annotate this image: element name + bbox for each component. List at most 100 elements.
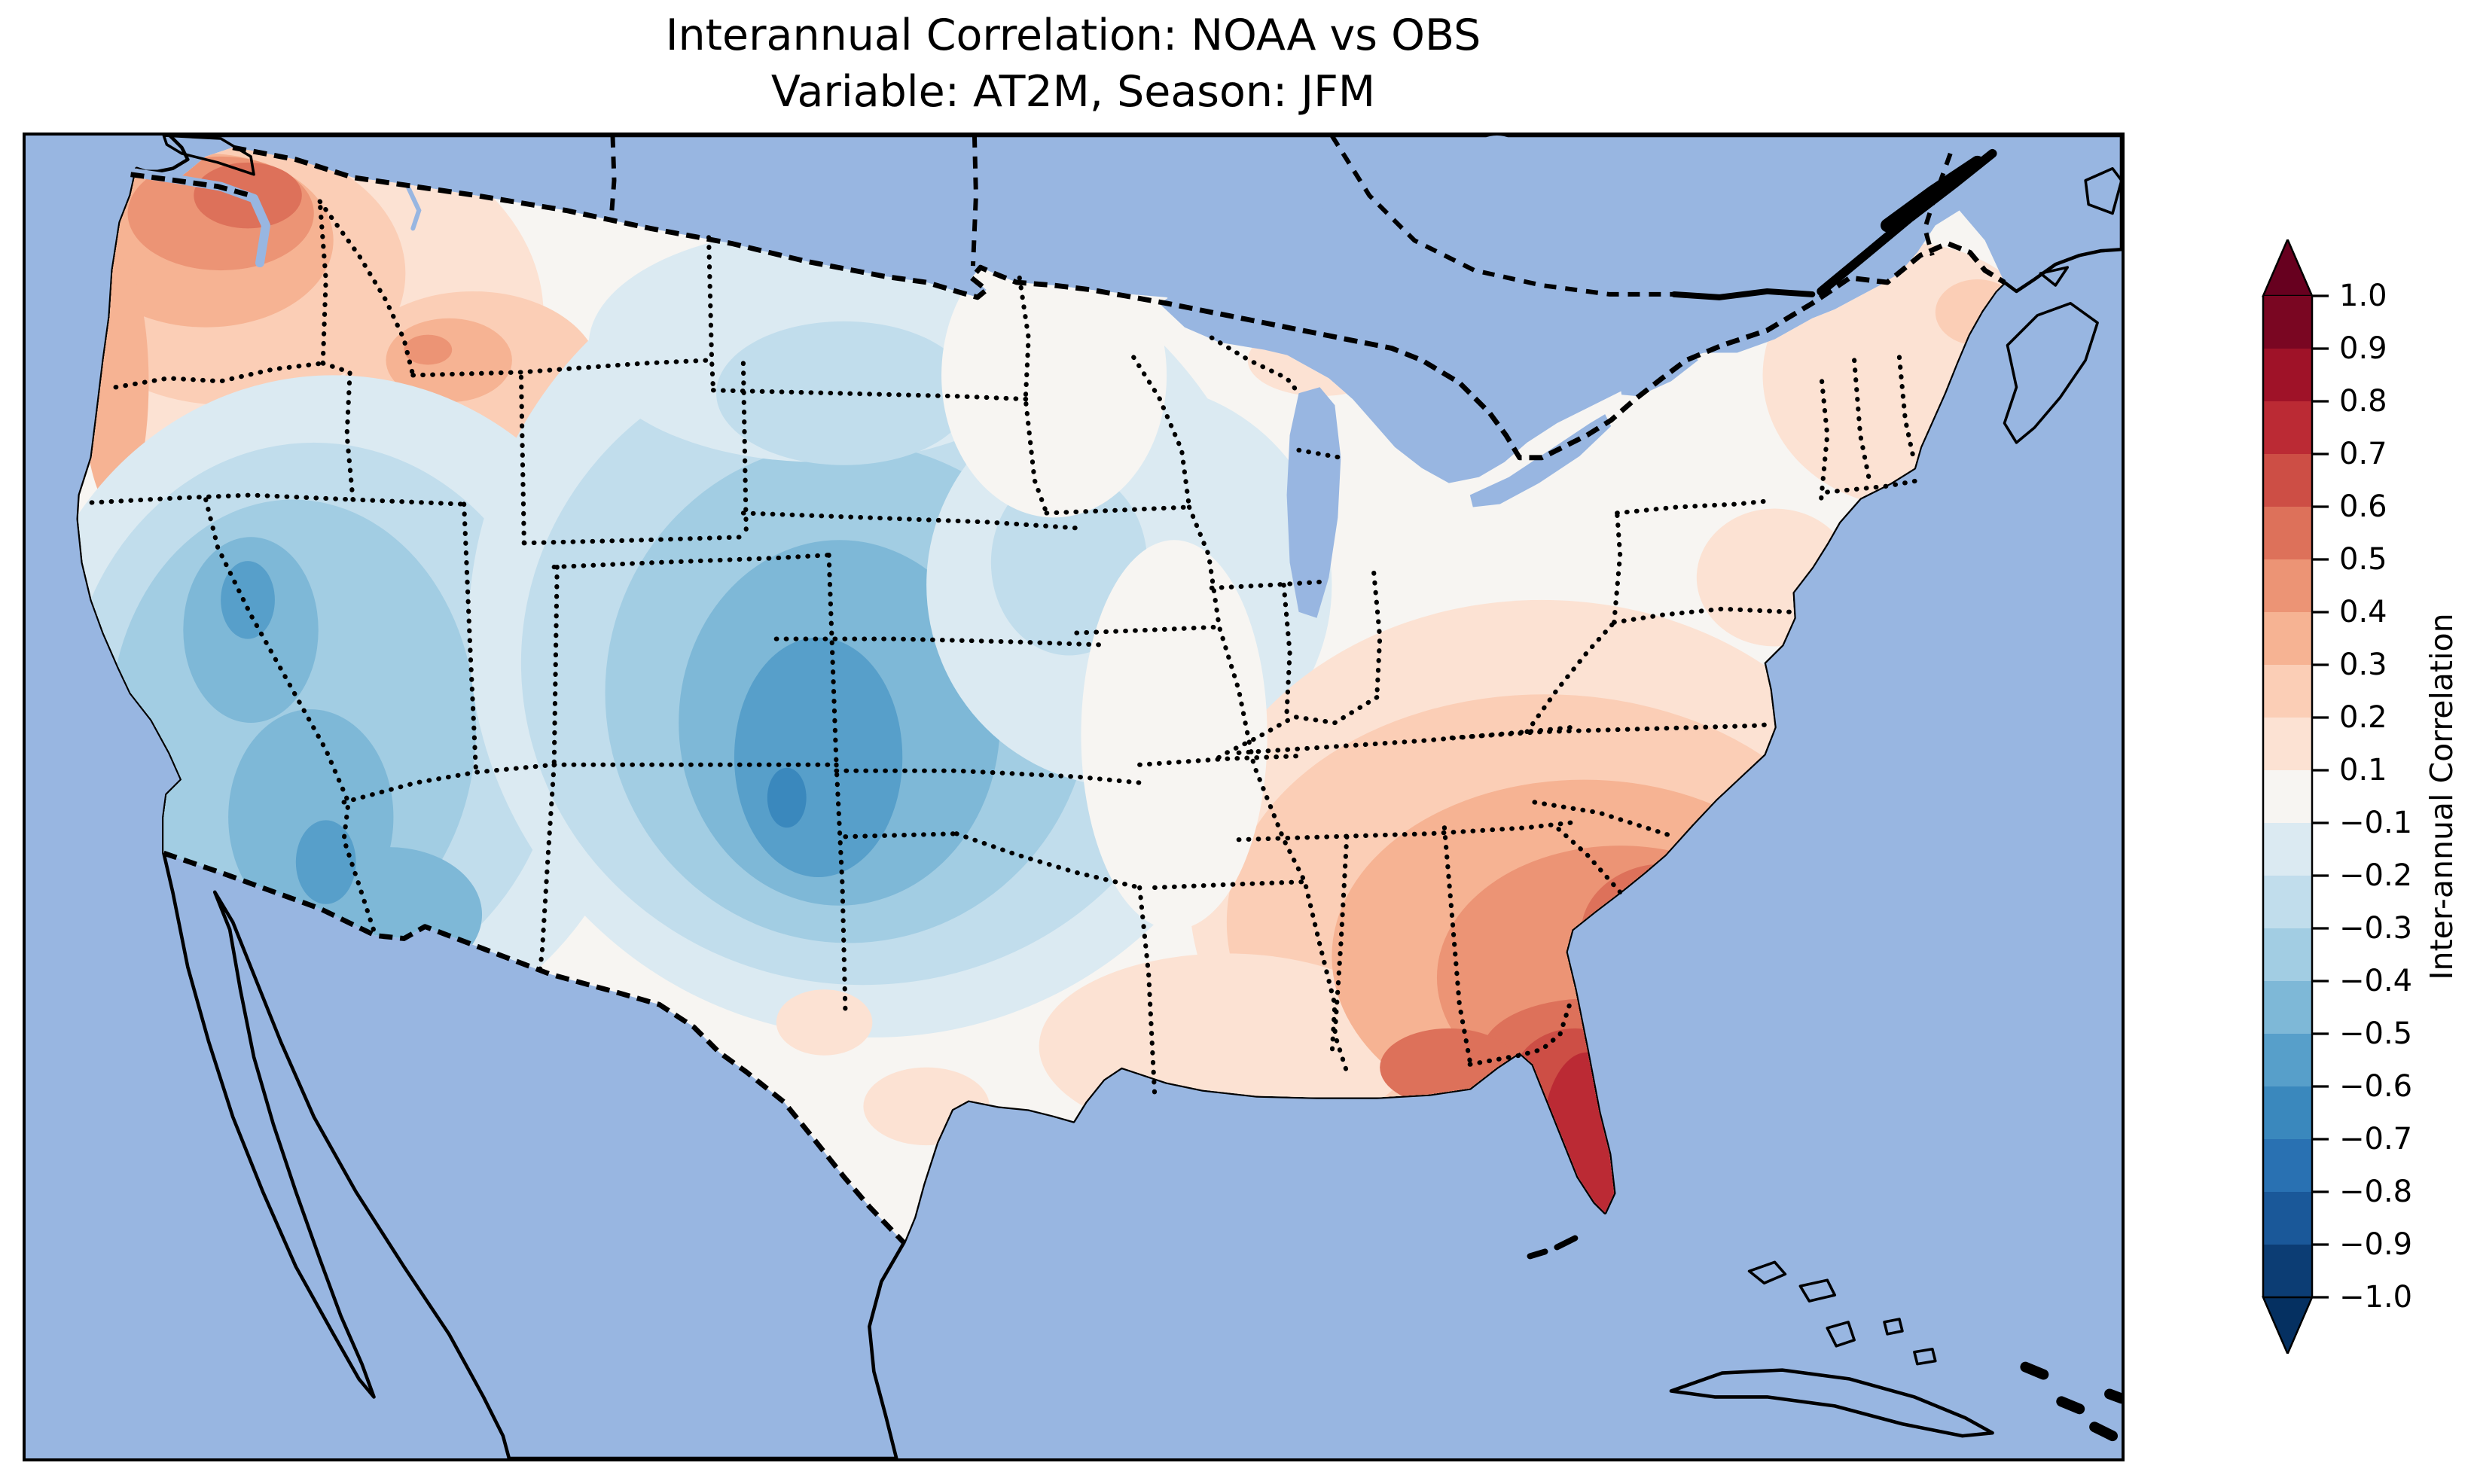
state-border xyxy=(1554,825,1623,894)
lake xyxy=(1099,174,1115,187)
colorbar-segment xyxy=(2263,981,2312,1035)
island-dash xyxy=(2056,1396,2085,1415)
state-border xyxy=(834,768,1142,785)
state-border xyxy=(1186,504,1338,1059)
colorbar-segment xyxy=(2263,612,2312,666)
newfoundland xyxy=(2084,166,2122,215)
colorbar-tick-label: 0.3 xyxy=(2339,648,2387,682)
island-dash xyxy=(2104,1388,2122,1404)
island-dash xyxy=(2089,1422,2119,1442)
lake xyxy=(1063,210,1091,226)
colorbar-tick-label: −0.7 xyxy=(2339,1122,2412,1156)
bahama-island xyxy=(1747,1260,1787,1284)
state-border xyxy=(1896,355,1917,465)
colorbar-segment xyxy=(2263,928,2312,982)
state-border xyxy=(1532,800,1677,840)
state-border xyxy=(551,553,831,570)
lake xyxy=(890,138,921,187)
bahama-island xyxy=(1883,1318,1904,1336)
colorbar-segment xyxy=(2263,1139,2312,1193)
state-border xyxy=(710,388,1031,402)
state-border xyxy=(113,361,325,390)
state-border xyxy=(834,762,848,1015)
colorbar-tick-label: −0.4 xyxy=(2339,964,2412,998)
colorbar-tick-label: 0.9 xyxy=(2339,331,2387,366)
colorbar-segment xyxy=(2263,349,2312,402)
state-border xyxy=(536,762,557,980)
lake-huron xyxy=(1380,342,1512,453)
state-border xyxy=(1131,355,1192,510)
state-border xyxy=(1137,753,1307,767)
canada-lakes xyxy=(406,136,1994,248)
rivers xyxy=(1670,148,1997,300)
colorbar-tick-label: −0.9 xyxy=(2339,1227,2412,1262)
national-borders xyxy=(130,145,2006,1245)
great-lakes xyxy=(1159,278,1698,618)
colorbar-tick-label: −0.2 xyxy=(2339,858,2412,893)
us-canada-border xyxy=(232,145,2006,461)
lake-ontario xyxy=(1620,349,1698,397)
state-border xyxy=(410,358,712,378)
state-border xyxy=(1296,447,1344,460)
state-border xyxy=(1612,606,1792,625)
prince-edward-island xyxy=(2039,266,2070,287)
state-border xyxy=(551,564,560,767)
title-line-1: Interannual Correlation: NOAA vs OBS xyxy=(665,11,1481,60)
vancouver-island xyxy=(162,136,255,176)
state-border xyxy=(341,762,557,805)
lake-erie xyxy=(1469,414,1612,507)
colorbar-segment xyxy=(2263,296,2312,349)
state-border xyxy=(462,501,479,775)
bahama-island xyxy=(1798,1278,1837,1303)
state-border xyxy=(1017,275,1049,516)
colorbar-tick-label: 0.4 xyxy=(2339,595,2387,629)
province-borders xyxy=(609,136,1953,297)
colorbar-segment xyxy=(2263,1192,2312,1245)
figure-title: Interannual Correlation: NOAA vs OBS Var… xyxy=(666,8,1481,120)
colorbar-segment xyxy=(2263,876,2312,929)
state-border xyxy=(1152,879,1312,890)
colorbar-tick-label: 0.8 xyxy=(2339,384,2387,419)
cuba xyxy=(1669,1368,1994,1438)
lake xyxy=(946,141,961,166)
colorbar-tick-label: 0.5 xyxy=(2339,542,2387,577)
colorbar-outline xyxy=(2262,296,2314,1297)
contour-tx-p01b xyxy=(776,989,873,1056)
canada-river xyxy=(406,185,422,231)
map-axes xyxy=(23,133,2125,1461)
lake xyxy=(1277,189,1296,202)
colorbar-arrow-over xyxy=(2262,239,2314,297)
lake xyxy=(1219,227,1252,248)
state-border xyxy=(1441,825,1472,1064)
correlation-map xyxy=(26,136,2122,1458)
caribbean-islands xyxy=(1527,1235,2122,1442)
contour-idmt-p04 xyxy=(404,334,453,365)
colorbar-svg: 1.0 0.9 0.8 0.7 0.6 0.5 0.4 0.3 0.2 0.1 −0.1 −0.2 −0… xyxy=(2262,239,2412,1354)
state-border xyxy=(1209,335,1301,396)
bahamas xyxy=(1747,1260,1937,1366)
state-border xyxy=(317,199,416,378)
colorbar-segment xyxy=(2263,665,2312,718)
state-border xyxy=(1209,579,1322,591)
state-border xyxy=(317,199,328,366)
florida-keys xyxy=(1527,1235,1579,1260)
nova-scotia xyxy=(2003,302,2099,444)
colorbar: 1.0 0.9 0.8 0.7 0.6 0.5 0.4 0.3 0.2 0.1 −0.1 −0.2 −0… xyxy=(2262,239,2435,1354)
state-borders xyxy=(89,199,1923,1097)
state-border xyxy=(1281,582,1292,715)
colorbar-segment xyxy=(2263,1245,2312,1298)
colorbar-tick-label: 0.6 xyxy=(2339,489,2387,524)
ottawa-river xyxy=(1670,288,1816,300)
colorbar-tick-label: −0.8 xyxy=(2339,1175,2412,1209)
title-line-2: Variable: AT2M, Season: JFM xyxy=(770,67,1376,117)
state-border xyxy=(706,235,716,393)
colorbar-segment xyxy=(2263,507,2312,560)
contour-center-m06 xyxy=(767,767,807,828)
colorbar-tick-label: −1.0 xyxy=(2339,1280,2412,1315)
lake-superior xyxy=(1159,278,1429,373)
state-border xyxy=(1236,724,1575,755)
colorbar-segment xyxy=(2263,1086,2312,1140)
province-border xyxy=(609,136,617,220)
contour-nplains-m02 xyxy=(716,321,972,465)
bahama-island xyxy=(1826,1321,1856,1348)
